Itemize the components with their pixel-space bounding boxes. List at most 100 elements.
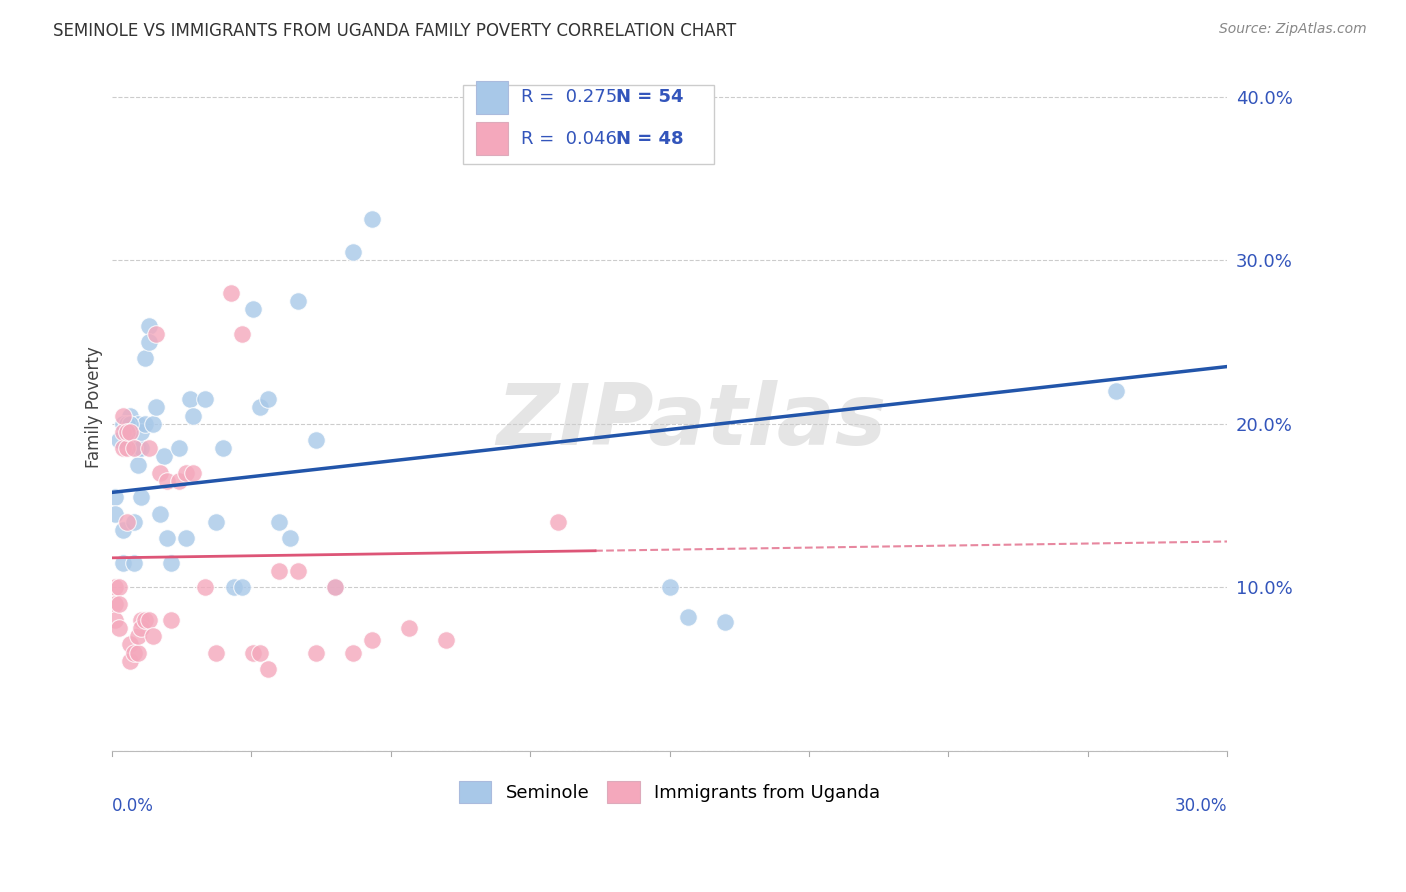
Point xyxy=(398,621,420,635)
Legend: Seminole, Immigrants from Uganda: Seminole, Immigrants from Uganda xyxy=(451,774,887,811)
Point xyxy=(160,613,183,627)
Point xyxy=(131,621,153,635)
Point xyxy=(138,318,160,333)
Point xyxy=(231,326,253,341)
Point xyxy=(120,409,142,423)
Point xyxy=(104,491,127,505)
Text: N = 54: N = 54 xyxy=(616,88,683,106)
Point xyxy=(658,580,681,594)
Text: ZIPatlas: ZIPatlas xyxy=(496,380,887,463)
Point xyxy=(131,425,153,439)
Point xyxy=(104,507,127,521)
Point xyxy=(111,556,134,570)
Point xyxy=(127,646,149,660)
Point xyxy=(361,632,384,647)
Point xyxy=(134,351,156,366)
Point xyxy=(115,425,138,439)
Point xyxy=(1105,384,1128,398)
Point xyxy=(287,294,309,309)
Point xyxy=(134,613,156,627)
Point xyxy=(108,433,131,447)
Point xyxy=(111,442,134,456)
Point xyxy=(115,442,138,456)
Point xyxy=(676,609,699,624)
Point xyxy=(127,417,149,431)
Point xyxy=(152,450,174,464)
Point xyxy=(104,613,127,627)
Point xyxy=(104,597,127,611)
Point xyxy=(115,417,138,431)
Point xyxy=(224,580,246,594)
Point xyxy=(305,433,328,447)
Point xyxy=(120,417,142,431)
Point xyxy=(342,245,364,260)
Point xyxy=(267,515,290,529)
Point xyxy=(122,442,145,456)
Point xyxy=(127,629,149,643)
Point xyxy=(138,613,160,627)
Point xyxy=(138,334,160,349)
Point xyxy=(249,646,271,660)
Point xyxy=(131,491,153,505)
Point xyxy=(145,326,167,341)
Bar xyxy=(477,80,508,113)
Text: 30.0%: 30.0% xyxy=(1175,797,1227,814)
Point xyxy=(156,474,179,488)
Point xyxy=(183,466,205,480)
Point xyxy=(305,646,328,660)
Point xyxy=(131,613,153,627)
Point xyxy=(131,442,153,456)
Point xyxy=(342,646,364,660)
Point xyxy=(714,615,737,629)
Point xyxy=(120,425,142,439)
Point xyxy=(111,523,134,537)
Point xyxy=(204,515,226,529)
Point xyxy=(127,442,149,456)
Point xyxy=(122,515,145,529)
Point xyxy=(149,466,172,480)
Point xyxy=(219,285,242,300)
Y-axis label: Family Poverty: Family Poverty xyxy=(86,346,103,468)
Point xyxy=(127,458,149,472)
Point xyxy=(256,392,278,407)
Point xyxy=(256,662,278,676)
Point xyxy=(122,442,145,456)
Point xyxy=(120,425,142,439)
Point xyxy=(242,302,264,317)
Point xyxy=(145,401,167,415)
Point xyxy=(108,621,131,635)
Text: 0.0%: 0.0% xyxy=(111,797,153,814)
Point xyxy=(183,409,205,423)
Bar xyxy=(463,85,714,163)
Point xyxy=(212,442,235,456)
Point xyxy=(323,580,346,594)
Point xyxy=(160,556,183,570)
Point xyxy=(156,531,179,545)
Point xyxy=(204,646,226,660)
Point xyxy=(174,466,197,480)
Point xyxy=(111,409,134,423)
Point xyxy=(120,654,142,668)
Point xyxy=(111,417,134,431)
Point xyxy=(108,580,131,594)
Point xyxy=(547,515,569,529)
Point xyxy=(115,425,138,439)
Point xyxy=(111,425,134,439)
Point xyxy=(434,632,457,647)
Point xyxy=(249,401,271,415)
Point xyxy=(174,531,197,545)
Point xyxy=(134,417,156,431)
Point xyxy=(242,646,264,660)
Point xyxy=(104,580,127,594)
Point xyxy=(120,638,142,652)
Point xyxy=(287,564,309,578)
Point xyxy=(141,629,163,643)
Point xyxy=(179,392,201,407)
Point xyxy=(149,507,172,521)
Point xyxy=(323,580,346,594)
Point xyxy=(115,417,138,431)
Text: Source: ZipAtlas.com: Source: ZipAtlas.com xyxy=(1219,22,1367,37)
Point xyxy=(361,212,384,227)
Point xyxy=(278,531,301,545)
Point xyxy=(267,564,290,578)
